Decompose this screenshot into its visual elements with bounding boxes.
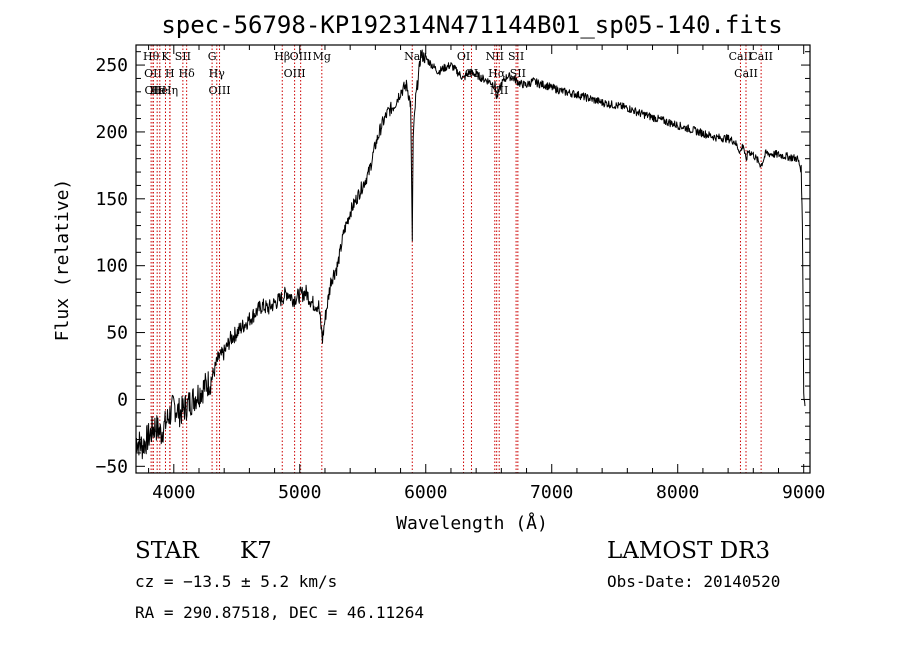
chart-title: spec-56798-KP192314N471144B01_sp05-140.f… bbox=[161, 11, 782, 39]
axes: 4000 5000 6000 7000 8000 9000 −50 0 50 100 150 200 2… bbox=[95, 44, 825, 503]
line-marker-label-26: CaII bbox=[734, 67, 758, 80]
line-marker-label-15: OIII bbox=[290, 50, 312, 63]
series-line-0 bbox=[135, 49, 806, 460]
plot-frame bbox=[135, 44, 811, 474]
line-marker-label-24: SII bbox=[510, 67, 526, 80]
redshift-value: cz = −13.5 ± 5.2 km/s bbox=[135, 572, 338, 591]
x-tick-label-2: 6000 bbox=[404, 482, 447, 503]
line-marker-label-8: SII bbox=[175, 50, 191, 63]
line-marker-label-21: Hα bbox=[488, 67, 506, 80]
spectral-subclass: K7 bbox=[240, 538, 272, 564]
x-tick-label-0: 4000 bbox=[152, 482, 195, 503]
x-tick-label-4: 8000 bbox=[656, 482, 699, 503]
y-tick-label-1: 0 bbox=[117, 389, 128, 410]
line-marker-label-2: OII bbox=[145, 84, 163, 97]
y-axis-label: Flux (relative) bbox=[52, 179, 73, 342]
line-marker-label-17: Na bbox=[404, 50, 421, 63]
line-marker-label-0: Hθ bbox=[143, 50, 160, 63]
line-marker-label-11: Hγ bbox=[209, 67, 226, 80]
line-marker-label-3: Hε bbox=[150, 84, 166, 97]
x-tick-label-5: 9000 bbox=[782, 482, 825, 503]
line-marker-label-5: K bbox=[161, 50, 170, 63]
line-marker-label-16: Mg bbox=[313, 50, 331, 63]
line-marker-label-20: NII bbox=[486, 50, 504, 63]
x-tick-label-3: 7000 bbox=[530, 482, 573, 503]
y-tick-label-5: 200 bbox=[95, 122, 128, 143]
line-marker-label-9: Hδ bbox=[179, 67, 196, 80]
coordinates: RA = 290.87518, DEC = 46.11264 bbox=[135, 603, 424, 622]
x-tick-label-1: 5000 bbox=[278, 482, 321, 503]
y-tick-label-6: 250 bbox=[95, 55, 128, 76]
line-marker-label-23: SII bbox=[508, 50, 524, 63]
emission-line-markers: HθOIIOIIHεHeKHHηSIIHδGHγOIIIHβOIIIOIIIMg… bbox=[143, 45, 773, 473]
line-marker-label-12: OIII bbox=[208, 84, 230, 97]
spectral-class: STAR bbox=[135, 538, 199, 564]
line-marker-label-10: G bbox=[208, 50, 217, 63]
line-marker-label-18: OI bbox=[457, 50, 470, 63]
observation-date: Obs-Date: 20140520 bbox=[607, 572, 781, 591]
y-tick-label-4: 150 bbox=[95, 189, 128, 210]
y-tick-label-3: 100 bbox=[95, 256, 128, 277]
line-marker-label-14: OIII bbox=[284, 67, 306, 80]
series-group bbox=[135, 49, 806, 460]
line-marker-label-4: He bbox=[152, 84, 168, 97]
y-tick-label-2: 50 bbox=[106, 323, 128, 344]
y-tick-label-0: −50 bbox=[95, 456, 128, 477]
line-marker-label-13: Hβ bbox=[274, 50, 290, 63]
survey-name: LAMOST DR3 bbox=[607, 538, 771, 564]
line-marker-label-27: CaII bbox=[749, 50, 773, 63]
x-axis-label: Wavelength (Å) bbox=[396, 512, 548, 534]
line-marker-label-7: Hη bbox=[162, 84, 178, 97]
